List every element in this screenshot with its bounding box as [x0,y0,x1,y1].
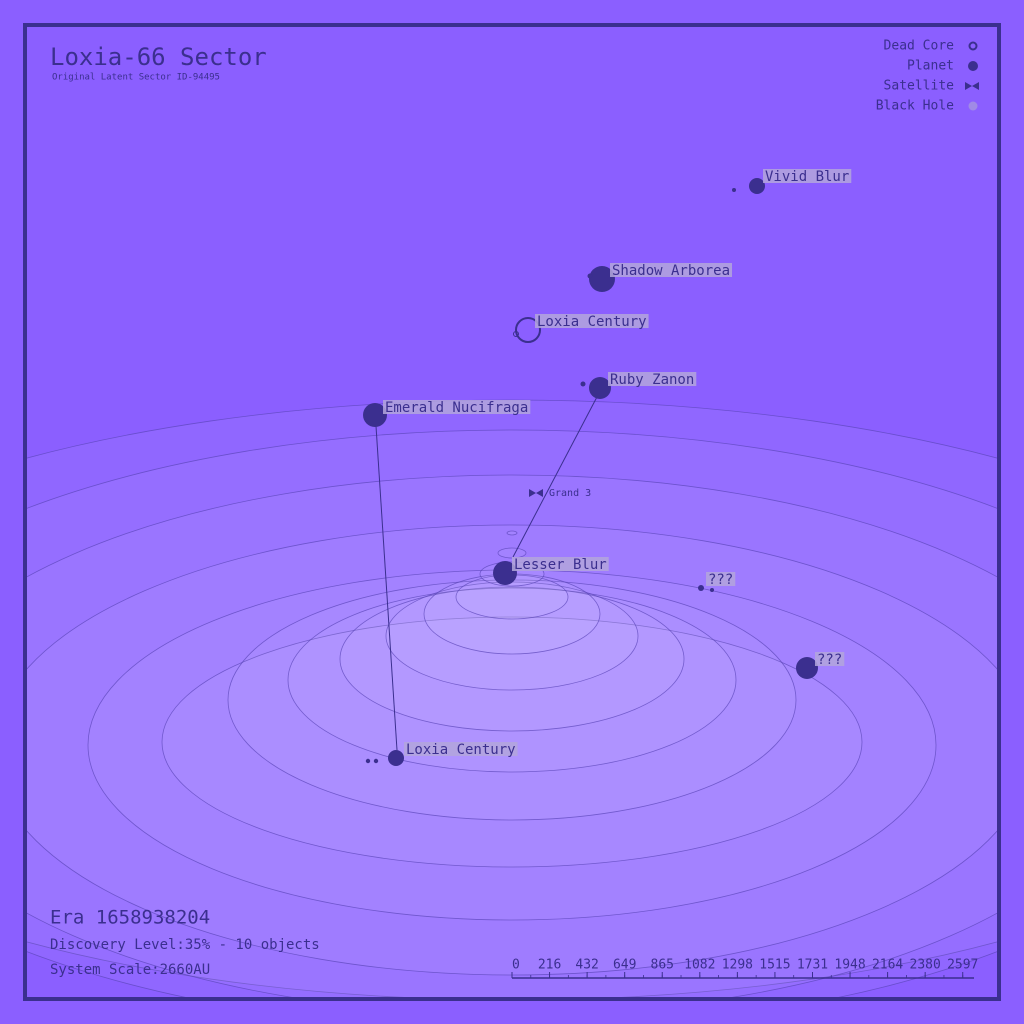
scale-tick-label: 2380 [910,958,941,973]
celestial-object: Ruby Zanon [580,372,697,399]
label-background [535,314,649,328]
legend-label: Satellite [884,79,955,94]
moon [513,331,519,337]
planet [796,657,818,679]
celestial-object: ??? [698,572,736,592]
object-label: Loxia Century [537,314,647,330]
legend-icon [965,82,979,90]
label-background [706,572,736,586]
legend-label: Black Hole [876,99,954,114]
dead-core [515,317,541,343]
moon [732,188,736,192]
planet [388,750,404,766]
label-background [608,372,697,386]
planet [589,266,615,292]
moon [580,381,586,387]
planet [749,178,765,194]
object-label: Loxia Century [406,742,516,758]
subtitle: Original Latent Sector ID-94495 [52,73,220,83]
legend-label: Dead Core [884,39,955,54]
label-background [610,263,733,277]
scale-tick-label: 865 [651,958,674,973]
scale-tick-label: 1948 [834,958,865,973]
label-background [815,652,845,666]
celestial-object: Vivid Blur [732,169,852,194]
orbit-link [375,425,398,751]
moon [365,758,371,764]
planet [363,403,387,427]
planet [493,561,517,585]
scale-tick-label: 2597 [947,958,978,973]
object-label: Shadow Arborea [612,263,730,279]
legend-icon [968,101,978,111]
scale-tick-label: 1082 [684,958,715,973]
celestial-object: Lesser Blur [493,557,609,585]
legend: Dead Core Planet Satellite Black Hole [876,39,979,114]
moon [373,758,379,764]
object-label: Grand 3 [549,488,591,499]
scale-tick-label: 2164 [872,958,903,973]
object-label: Lesser Blur [514,557,607,573]
moon [587,273,593,279]
legend-label: Planet [907,59,954,74]
discovery-level: Discovery Level:35% - 10 objects [50,937,320,953]
label-background [404,742,518,756]
scale-tick-label: 0 [512,958,520,973]
object-label: Emerald Nucifraga [385,400,528,416]
scale-tick-label: 1515 [759,958,790,973]
scale-tick-label: 216 [538,958,561,973]
legend-icon [968,41,978,51]
object-label: Vivid Blur [765,169,849,185]
moon [710,588,714,592]
celestial-object: Grand 3 [529,488,591,499]
planet [698,585,704,591]
planet [589,377,611,399]
celestial-object: Shadow Arborea [587,263,733,292]
era: Era 1658938204 [50,907,210,929]
title: Loxia-66 Sector [50,43,267,71]
label-background [512,557,609,571]
scale-tick-label: 432 [575,958,598,973]
celestial-object: Loxia Century [513,314,649,343]
object-label: Ruby Zanon [610,372,694,388]
scale-tick-label: 1298 [722,958,753,973]
scale-tick-label: 649 [613,958,636,973]
legend-icon [968,61,978,71]
gravity-well [26,399,998,998]
object-label: ??? [817,652,842,668]
celestial-object: Loxia Century [365,742,518,766]
object-label: ??? [708,572,733,588]
label-background [763,169,852,183]
celestial-object: Emerald Nucifraga [363,400,531,427]
system-scale: System Scale:2660AU [50,962,210,978]
frame [23,23,1001,1001]
satellite [529,489,543,497]
orbit-link [512,394,599,558]
label-background [383,400,531,414]
scale-tick-label: 1731 [797,958,828,973]
celestial-object: ??? [796,652,845,679]
